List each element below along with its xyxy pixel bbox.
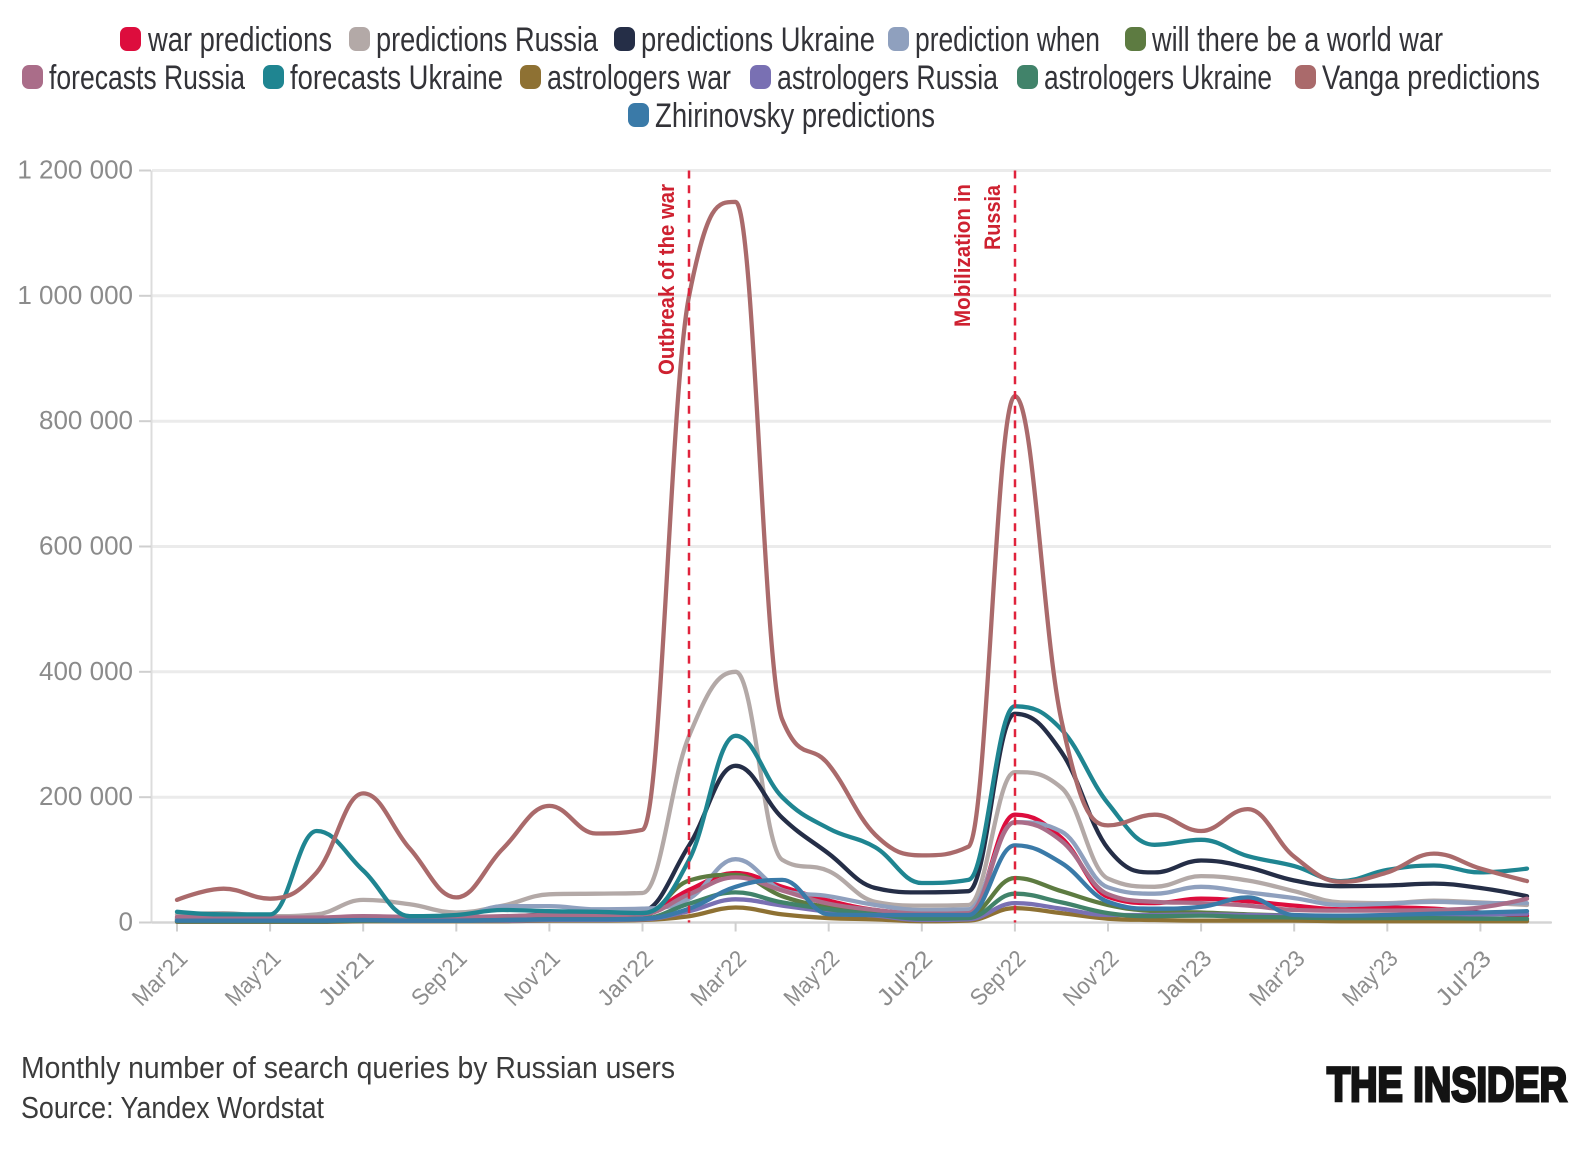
svg-text:200 000: 200 000	[39, 781, 133, 811]
svg-text:Nov'21: Nov'21	[499, 945, 565, 1011]
svg-text:prediction when: prediction when	[915, 21, 1100, 59]
svg-text:Russia: Russia	[980, 184, 1005, 250]
svg-text:Sep'21: Sep'21	[406, 945, 472, 1011]
svg-text:Jul'22: Jul'22	[872, 945, 938, 1011]
svg-text:May'23: May'23	[1337, 945, 1403, 1011]
svg-text:forecasts Ukraine: forecasts Ukraine	[290, 59, 503, 97]
svg-text:Sep'22: Sep'22	[965, 945, 1031, 1011]
svg-text:400 000: 400 000	[39, 656, 133, 686]
svg-text:astrologers war: astrologers war	[547, 59, 731, 97]
svg-text:Jan'23: Jan'23	[1151, 945, 1217, 1011]
svg-text:800 000: 800 000	[39, 405, 133, 435]
svg-text:forecasts Russia: forecasts Russia	[49, 59, 245, 97]
svg-text:Mar'21: Mar'21	[127, 945, 193, 1011]
svg-text:war predictions: war predictions	[147, 21, 332, 59]
svg-text:astrologers Russia: astrologers Russia	[777, 59, 998, 97]
svg-text:May'22: May'22	[778, 945, 844, 1011]
svg-text:May'21: May'21	[220, 945, 286, 1011]
svg-text:Jul'21: Jul'21	[313, 945, 379, 1011]
svg-text:Outbreak of the war: Outbreak of the war	[654, 184, 679, 375]
svg-text:predictions Ukraine: predictions Ukraine	[641, 21, 875, 59]
svg-text:Mar'23: Mar'23	[1244, 945, 1310, 1011]
svg-text:Zhirinovsky predictions: Zhirinovsky predictions	[655, 97, 935, 135]
svg-text:astrologers Ukraine: astrologers Ukraine	[1044, 59, 1272, 97]
svg-text:Jul'23: Jul'23	[1430, 945, 1496, 1011]
svg-text:THE INSIDER: THE INSIDER	[1327, 1059, 1567, 1112]
svg-text:will there be a world war: will there be a world war	[1151, 21, 1443, 59]
svg-text:0: 0	[119, 907, 133, 937]
svg-text:Mar'22: Mar'22	[685, 945, 751, 1011]
svg-text:Mobilization in: Mobilization in	[950, 184, 975, 327]
svg-text:predictions Russia: predictions Russia	[376, 21, 598, 59]
svg-text:Source: Yandex Wordstat: Source: Yandex Wordstat	[21, 1090, 324, 1125]
svg-text:Nov'22: Nov'22	[1058, 945, 1124, 1011]
svg-text:1 200 000: 1 200 000	[17, 155, 133, 185]
svg-text:Vanga predictions: Vanga predictions	[1322, 59, 1540, 97]
svg-text:Monthly number of search queri: Monthly number of search queries by Russ…	[21, 1050, 675, 1085]
svg-text:Jan'22: Jan'22	[592, 945, 658, 1011]
svg-text:600 000: 600 000	[39, 531, 133, 561]
svg-text:1 000 000: 1 000 000	[17, 280, 133, 310]
